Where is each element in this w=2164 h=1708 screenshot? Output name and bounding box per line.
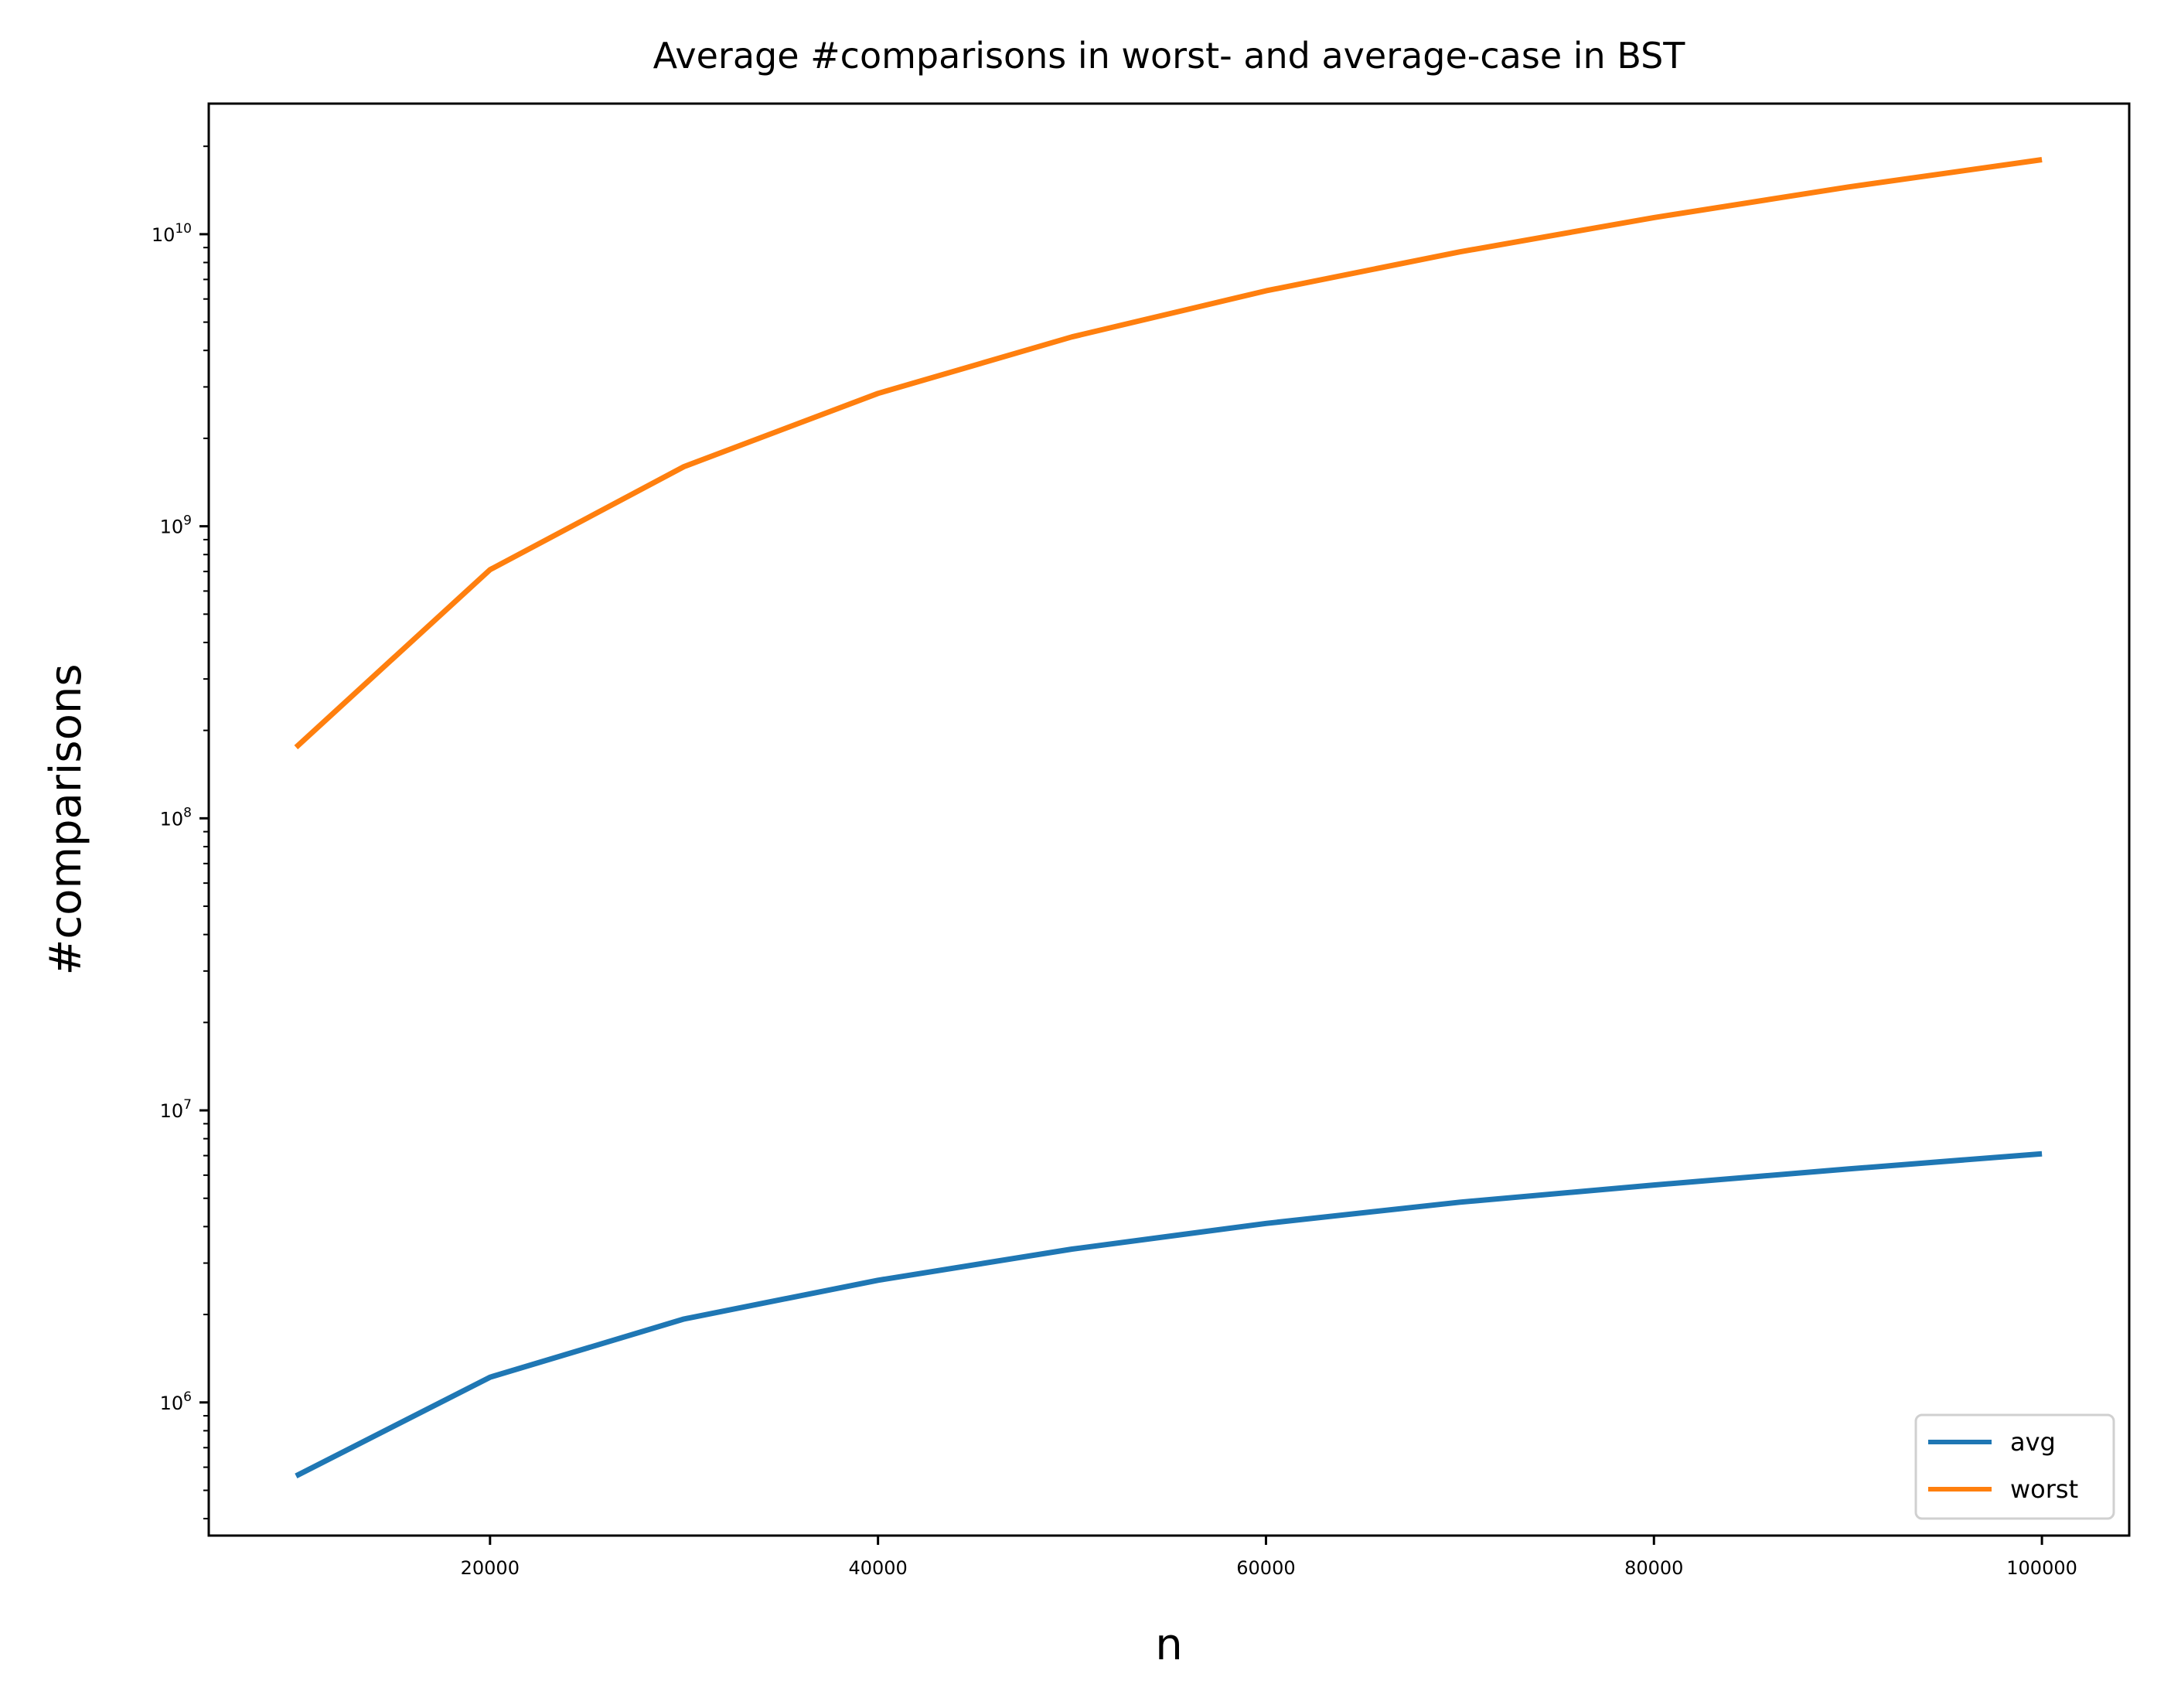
series-line-worst <box>294 157 2043 750</box>
chart-title: Average #comparisons in worst- and avera… <box>653 35 1686 77</box>
y-tick-label: 108 <box>160 805 192 830</box>
x-tick-label: 80000 <box>1624 1557 1683 1579</box>
y-tick-label: 1010 <box>152 221 192 246</box>
series-layer <box>294 157 2043 1479</box>
x-tick-label: 60000 <box>1236 1557 1295 1579</box>
x-axis-label: n <box>1155 1620 1183 1670</box>
legend-label-avg: avg <box>2010 1427 2056 1457</box>
x-tick-label: 100000 <box>2006 1557 2077 1579</box>
x-tick-label: 40000 <box>848 1557 907 1579</box>
y-tick-label: 109 <box>160 513 192 538</box>
legend: avg worst <box>1914 1413 2115 1520</box>
series-line-avg <box>295 1151 2043 1479</box>
x-tick-label: 20000 <box>461 1557 520 1579</box>
y-axis: 106 107 108 109 1010 <box>152 145 209 1520</box>
legend-label-worst: worst <box>2010 1474 2078 1504</box>
y-tick-label: 106 <box>160 1389 192 1414</box>
plot-frame <box>207 102 2131 1537</box>
x-axis: 20000 40000 60000 80000 100000 <box>461 1536 2077 1579</box>
y-axis-label: #comparisons <box>41 663 91 975</box>
y-tick-label: 107 <box>160 1097 192 1122</box>
